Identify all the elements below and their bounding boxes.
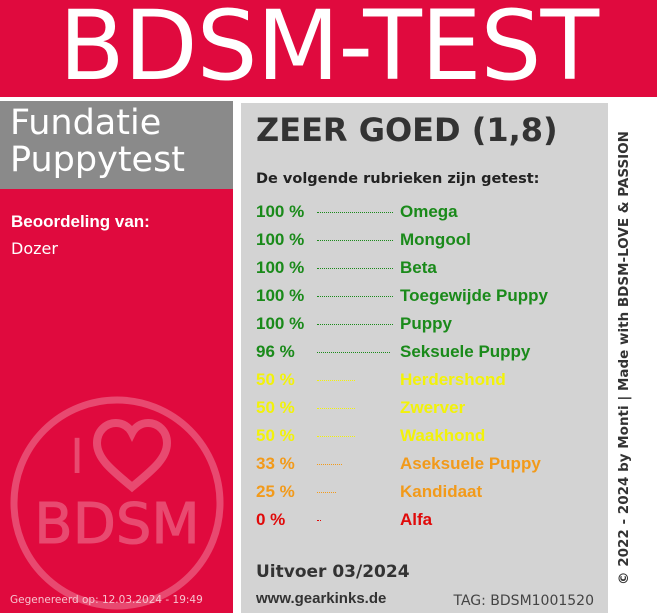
foundation-title: Fundatie Puppytest bbox=[10, 105, 185, 179]
credit-strip: © 2022 - 2024 by Monti | Made with BDSM-… bbox=[611, 103, 637, 613]
generated-timestamp: Gegenereerd op: 12.03.2024 - 19:49 bbox=[10, 594, 203, 606]
result-level-bar bbox=[317, 520, 321, 521]
result-percent: 50 % bbox=[256, 370, 295, 389]
i-love-bdsm-logo: I BDSM bbox=[10, 396, 224, 610]
results-intro: De volgende rubrieken zijn getest: bbox=[256, 171, 540, 187]
logo-bdsm-text: BDSM bbox=[34, 492, 199, 557]
copyright-credit: © 2022 - 2024 by Monti | Made with BDSM-… bbox=[616, 131, 632, 585]
result-percent: 100 % bbox=[256, 314, 305, 333]
result-label: Aseksuele Puppy bbox=[400, 454, 541, 473]
page-title: BDSM-TEST bbox=[58, 0, 599, 97]
result-label: Toegewijde Puppy bbox=[400, 286, 548, 305]
header-banner: BDSM-TEST bbox=[0, 0, 657, 97]
result-label: Omega bbox=[400, 202, 458, 221]
result-percent: 100 % bbox=[256, 258, 305, 277]
result-label: Beta bbox=[400, 258, 437, 277]
issue-date: Uitvoer 03/2024 bbox=[256, 562, 410, 582]
result-percent: 100 % bbox=[256, 202, 305, 221]
tag-id: TAG: BDSM1001520 bbox=[453, 593, 594, 609]
foundation-line-1: Fundatie bbox=[10, 103, 162, 143]
result-level-bar bbox=[317, 492, 336, 493]
result-label: Zwerver bbox=[400, 398, 466, 417]
result-level-bar bbox=[317, 464, 343, 465]
heart-icon bbox=[92, 418, 172, 493]
result-percent: 50 % bbox=[256, 398, 295, 417]
result-percent: 100 % bbox=[256, 230, 305, 249]
result-level-bar bbox=[317, 380, 355, 381]
result-level-bar bbox=[317, 212, 393, 213]
result-percent: 25 % bbox=[256, 482, 295, 501]
result-percent: 96 % bbox=[256, 342, 295, 361]
result-label: Seksuele Puppy bbox=[400, 342, 531, 361]
result-label: Puppy bbox=[400, 314, 452, 333]
result-level-bar bbox=[317, 436, 355, 437]
result-panel: ZEER GOED (1,8) De volgende rubrieken zi… bbox=[241, 103, 608, 613]
result-percent: 0 % bbox=[256, 510, 286, 529]
result-level-bar bbox=[317, 268, 393, 269]
result-level-bar bbox=[317, 408, 355, 409]
result-label: Mongool bbox=[400, 230, 471, 249]
result-level-bar bbox=[317, 324, 393, 325]
result-percent: 100 % bbox=[256, 286, 305, 305]
result-label: Waakhond bbox=[400, 426, 486, 445]
result-level-bar bbox=[317, 352, 390, 353]
result-label: Kandidaat bbox=[400, 482, 483, 501]
rated-name: Dozer bbox=[11, 239, 58, 258]
result-label: Herdershond bbox=[400, 370, 506, 389]
sidebar: Fundatie Puppytest Beoordeling van: Doze… bbox=[0, 101, 233, 613]
result-level-bar bbox=[317, 240, 393, 241]
result-percent: 33 % bbox=[256, 454, 295, 473]
foundation-line-2: Puppytest bbox=[10, 140, 186, 180]
result-percent: 50 % bbox=[256, 426, 295, 445]
rated-by-label: Beoordeling van: bbox=[11, 212, 150, 231]
result-level-bar bbox=[317, 296, 393, 297]
overall-score: ZEER GOED (1,8) bbox=[256, 111, 558, 149]
website-link[interactable]: www.gearkinks.de bbox=[256, 590, 387, 607]
foundation-box: Fundatie Puppytest bbox=[0, 101, 233, 189]
logo-i-text: I bbox=[70, 429, 84, 485]
result-label: Alfa bbox=[400, 510, 433, 529]
